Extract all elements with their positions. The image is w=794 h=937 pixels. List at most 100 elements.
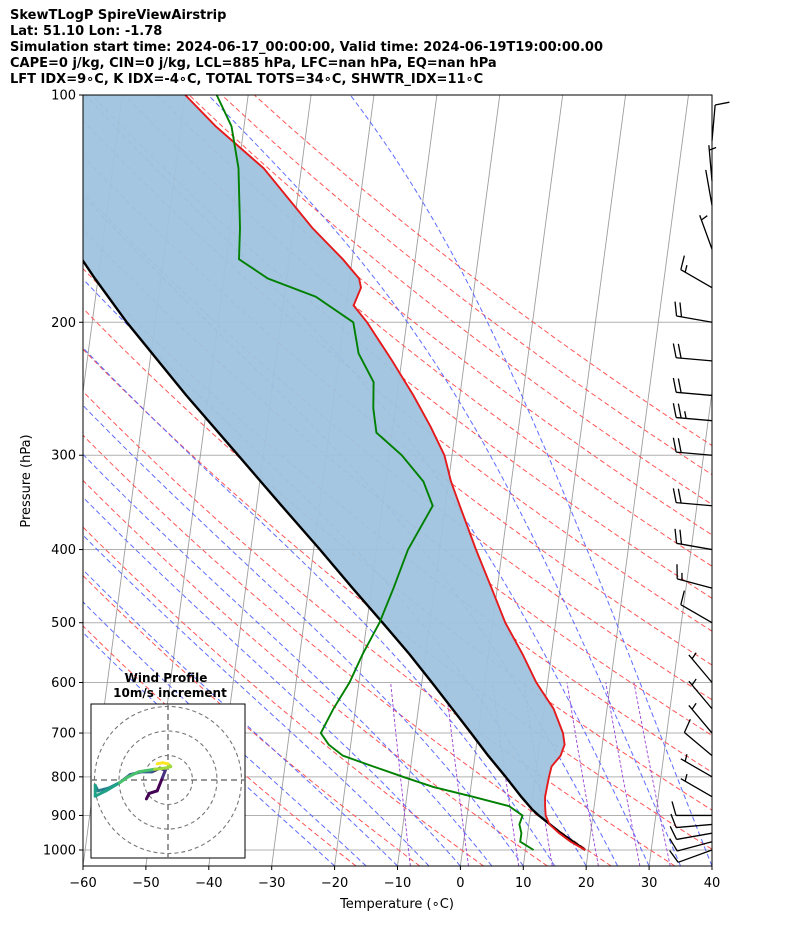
barb-staff [680, 604, 713, 624]
barb-flag [677, 343, 682, 359]
wind-barb [705, 169, 713, 206]
barb-staff [708, 145, 713, 182]
barb-half-flag [691, 652, 697, 660]
barb-flag [669, 826, 678, 840]
x-tick-label: −50 [132, 876, 159, 891]
barb-flag [677, 403, 682, 419]
cape-line: CAPE=0 j/kg, CIN=0 j/kg, LCL=885 hPa, LF… [10, 56, 497, 71]
y-tick-label: 100 [51, 89, 76, 104]
barb-flag [672, 377, 677, 393]
barb-half-flag [684, 773, 688, 782]
barb-staff [676, 315, 713, 323]
barb-flag [671, 801, 677, 816]
y-tick-label: 400 [51, 543, 76, 558]
wind-barb [672, 343, 713, 362]
y-tick-label: 300 [51, 449, 76, 464]
barb-staff [711, 104, 716, 141]
hodograph-title: Wind Profile [125, 671, 208, 685]
hodograph-segment [126, 770, 140, 779]
moist-adiabat [207, 95, 681, 866]
barb-staff [676, 832, 713, 841]
y-tick-label: 1000 [43, 844, 76, 859]
barb-flag [670, 813, 677, 828]
moist-adiabat [83, 496, 461, 866]
hodograph-segment [153, 766, 167, 771]
x-tick-label: −20 [321, 876, 348, 891]
wind-barb [688, 678, 713, 710]
barb-staff [705, 169, 713, 206]
wind-barb [672, 403, 713, 422]
dry-adiabat [83, 348, 712, 850]
y-tick-label: 900 [51, 809, 76, 824]
barb-staff [676, 451, 713, 456]
mixing-ratio-line [633, 682, 671, 866]
hodograph-subtitle: 10m/s increment [113, 686, 227, 700]
wind-barb [688, 702, 713, 734]
wind-barb [674, 301, 713, 323]
wind-barb [671, 801, 712, 817]
dry-adiabat [253, 95, 712, 447]
barb-staff [676, 823, 713, 829]
barb-staff [688, 654, 713, 683]
wind-barb [680, 255, 713, 289]
wind-barb [674, 528, 713, 551]
barb-staff [680, 758, 713, 778]
barb-half-flag [684, 754, 688, 762]
barb-flag [672, 437, 677, 453]
moist-adiabat [84, 95, 650, 866]
barb-flag [679, 302, 683, 317]
barb-staff [688, 705, 713, 734]
barb-flag [677, 378, 682, 393]
barb-staff [677, 849, 713, 863]
moist-adiabat [83, 601, 367, 866]
isotherm-line [585, 95, 689, 866]
moist-adiabat [83, 534, 430, 866]
barb-flag [669, 838, 678, 852]
x-axis-label: Temperature (∘C) [339, 897, 454, 912]
y-tick-label: 800 [51, 770, 76, 785]
barb-flag [672, 403, 677, 418]
wind-barb [672, 488, 713, 507]
wind-barb [688, 652, 713, 683]
hodograph-segment [104, 781, 121, 793]
wind-barb [670, 813, 713, 829]
dry-adiabat [83, 479, 548, 866]
dry-adiabat [188, 95, 712, 506]
x-tick-label: 20 [578, 876, 595, 891]
indices-line: LFT IDX=9∘C, K IDX=-4∘C, TOTAL TOTS=34∘C… [10, 72, 484, 87]
wind-barb [680, 590, 713, 624]
barb-flag [672, 343, 677, 358]
wind-barb [672, 377, 713, 397]
barb-half-flag [701, 215, 708, 221]
hodograph-plot [91, 704, 245, 858]
x-tick-label: −60 [69, 876, 96, 891]
wind-barb [708, 145, 717, 182]
barb-flag [677, 438, 682, 453]
wind-barb [711, 101, 730, 141]
barb-flag [674, 301, 678, 317]
barb-staff [680, 778, 713, 798]
sounding-series [83, 95, 586, 851]
barb-flag [680, 590, 685, 605]
wind-barb [669, 826, 713, 841]
barb-flag [669, 850, 679, 863]
moist-adiabat [349, 95, 712, 866]
barb-staff [676, 501, 713, 507]
barb-staff [684, 732, 713, 757]
hodograph: Wind Profile 10m/s increment [90, 671, 246, 859]
barb-flag [672, 488, 677, 503]
x-tick-label: 0 [456, 876, 464, 891]
wind-barb [676, 564, 713, 589]
barb-staff [688, 680, 713, 710]
dry-adiabat [83, 390, 676, 866]
dewpoint-line [215, 95, 535, 851]
hodograph-segment [155, 761, 165, 766]
moist-adiabat [83, 631, 335, 866]
barb-flag [683, 718, 691, 733]
dry-adiabat [83, 229, 712, 737]
isotherm-line [648, 388, 712, 866]
barb-flag [679, 529, 683, 545]
wind-barb [683, 718, 713, 757]
